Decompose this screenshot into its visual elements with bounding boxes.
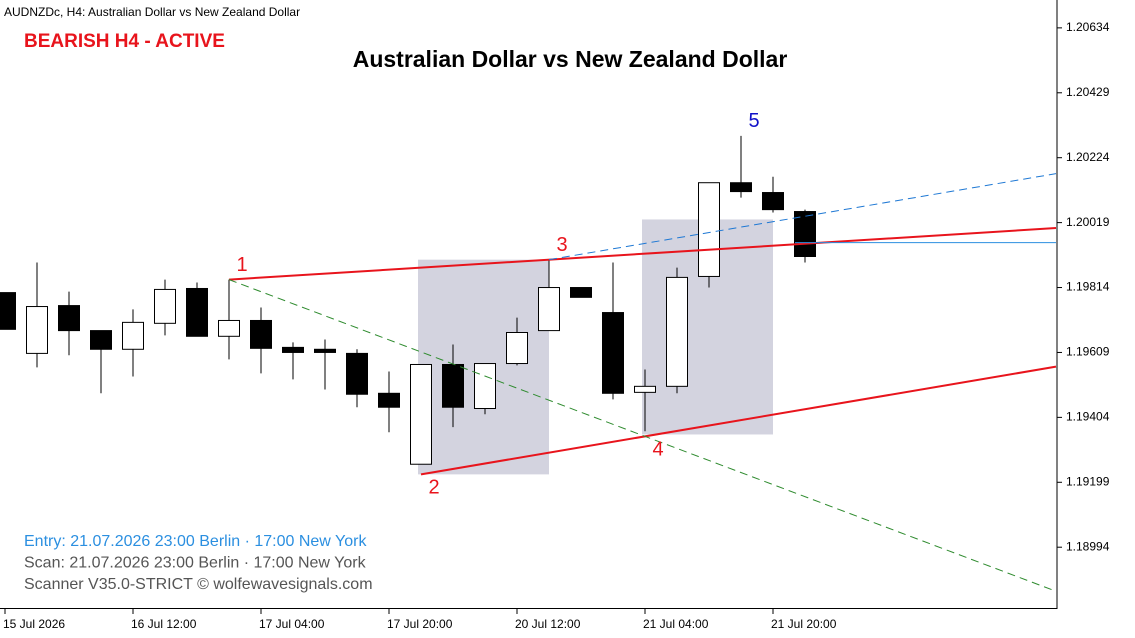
wave-label: 2 (428, 477, 439, 499)
candle-body (282, 346, 304, 353)
candle-body (90, 330, 112, 350)
y-tick-label: 1.20429 (1066, 85, 1110, 99)
wave-line (228, 279, 1057, 592)
x-tick-label: 20 Jul 12:00 (515, 617, 581, 631)
candle-body (346, 352, 368, 395)
candle-body (218, 319, 240, 337)
y-tick-label: 1.19404 (1066, 410, 1110, 424)
candle-body (26, 306, 48, 354)
y-tick-label: 1.20634 (1066, 20, 1110, 34)
y-tick-label: 1.19609 (1066, 345, 1110, 359)
candle-body (730, 182, 752, 193)
y-tick-label: 1.20019 (1066, 215, 1110, 229)
wave-line (548, 173, 1057, 261)
overlay-lines (228, 173, 1057, 592)
candle-body (378, 392, 400, 408)
wave-label: 5 (748, 110, 759, 132)
x-tick-label: 21 Jul 20:00 (771, 617, 837, 631)
candle-body (666, 276, 688, 387)
candle-body (698, 182, 720, 277)
candle-body (634, 385, 656, 393)
candle-body (762, 192, 784, 211)
header: AUDNZDc, H4: Australian Dollar vs New Ze… (4, 5, 300, 19)
candle-body (570, 287, 592, 298)
candle-body (538, 287, 560, 332)
x-tick-label: 16 Jul 12:00 (131, 617, 197, 631)
candle-body (794, 211, 816, 258)
x-tick-label: 15 Jul 2026 (3, 617, 65, 631)
candle-body (442, 363, 464, 408)
status: BEARISH H4 - ACTIVE (24, 31, 225, 52)
candle-body (474, 363, 496, 409)
wave-label: 1 (236, 254, 247, 276)
y-tick-label: 1.20224 (1066, 150, 1110, 164)
candle-body (122, 321, 144, 350)
candle-body (506, 332, 528, 365)
footer-line: Entry: 21.07.2026 23:00 Berlin · 17:00 N… (24, 533, 367, 550)
candles (0, 135, 816, 465)
wave-line (228, 227, 1057, 281)
x-tick-label: 17 Jul 04:00 (259, 617, 325, 631)
footer-line: Scan: 21.07.2026 23:00 Berlin · 17:00 Ne… (24, 555, 367, 572)
candle-body (314, 348, 336, 353)
candle-body (602, 312, 624, 394)
candle-body (58, 305, 80, 332)
chart-title: Australian Dollar vs New Zealand Dollar (353, 46, 788, 72)
candle-body (154, 288, 176, 324)
wave-line (420, 365, 1057, 476)
candle-body (186, 287, 208, 337)
wave-label: 3 (556, 234, 567, 256)
x-tick-label: 21 Jul 04:00 (643, 617, 709, 631)
candle-body (0, 292, 16, 330)
y-tick-label: 1.19199 (1066, 474, 1110, 488)
y-tick-label: 1.18994 (1066, 539, 1110, 553)
candle-body (250, 319, 272, 349)
y-tick-label: 1.19814 (1066, 280, 1110, 294)
footer-line: Scanner V35.0-STRICT © wolfewavesignals.… (24, 576, 373, 593)
candle-body (410, 363, 432, 465)
wave-label: 4 (652, 439, 663, 461)
labels: 1 2 3 4 5 (236, 110, 759, 499)
x-tick-label: 17 Jul 20:00 (387, 617, 453, 631)
